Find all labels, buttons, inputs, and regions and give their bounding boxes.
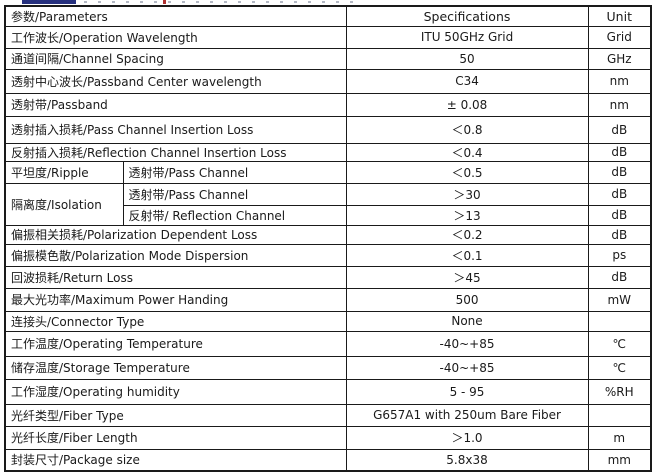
unit-cell: dB [587,142,652,162]
spec-value-cell: ＞13 [345,204,589,226]
param-label-cell: 透射中心波长/Passband Center wavelength [4,68,347,94]
table-row-ripple: 平坦度/Ripple 透射带/Pass Channel ＜0.5 dB [4,160,652,184]
table-row: 回波损耗/Return Loss ＞45 dB [4,265,652,289]
table-row-isolation-1: 隔离度/Isolation 透射带/Pass Channel ＞30 dB [4,182,652,226]
param-label-cell: 光纤长度/Fiber Length [4,425,347,450]
clipped-mark-fragment [163,0,166,4]
unit-cell: dB [587,265,652,289]
unit-cell: dB [587,160,652,184]
unit-header: Unit [587,5,652,27]
spec-value-cell: ＜0.5 [345,160,589,184]
unit-cell: dB [587,182,652,206]
sub-param-cell: 反射带/ Reflection Channel [122,204,347,226]
clipped-link-fragment [22,0,76,4]
unit-cell: ps [587,243,652,267]
group-label-cell: 隔离度/Isolation [4,182,124,226]
table-row: 透射中心波长/Passband Center wavelength C34 nm [4,68,652,94]
unit-cell: dB [587,115,652,144]
param-label-cell: 光纤类型/Fiber Type [4,403,347,427]
spec-value-cell: 50 [345,47,589,70]
sub-param-cell: 透射带/Pass Channel [122,160,347,184]
unit-cell: dB [587,204,652,226]
table-row: 连接头/Connector Type None [4,310,652,332]
param-label-cell: 连接头/Connector Type [4,310,347,332]
spec-value-cell: ＞30 [345,182,589,206]
table-row: 通道间隔/Channel Spacing 50 GHz [4,47,652,70]
sub-param-cell: 透射带/Pass Channel [122,182,347,206]
spec-value-cell: 500 [345,287,589,312]
spec-value-cell: ＞45 [345,265,589,289]
param-label-cell: 反射插入损耗/Reflection Channel Insertion Loss [4,142,347,162]
unit-cell: m [587,425,652,450]
table-row: 反射插入损耗/Reflection Channel Insertion Loss… [4,142,652,162]
unit-cell: Grid [587,25,652,49]
param-label-cell: 封装尺寸/Package size [4,448,347,472]
unit-cell [587,310,652,332]
group-label-cell: 平坦度/Ripple [4,160,124,184]
table-row: 透射带/Passband ± 0.08 nm [4,92,652,117]
table-row: 光纤类型/Fiber Type G657A1 with 250um Bare F… [4,403,652,427]
table-row: 储存温度/Storage Temperature -40~+85 ℃ [4,355,652,380]
table-row: 工作波长/Operation Wavelength ITU 50GHz Grid… [4,25,652,49]
specifications-table: 参数/Parameters Specifications Unit 工作波长/O… [4,5,652,472]
spec-value-cell: ＞1.0 [345,425,589,450]
spec-value-cell: None [345,310,589,332]
table-row: 透射插入损耗/Pass Channel Insertion Loss ＜0.8 … [4,115,652,144]
unit-cell: nm [587,68,652,94]
unit-cell: %RH [587,378,652,405]
spec-value-cell: ＜0.8 [345,115,589,144]
specifications-header: Specifications [345,5,589,27]
unit-cell [587,403,652,427]
spec-value-cell: 5 - 95 [345,378,589,405]
clipped-heading-remnant [0,0,652,4]
param-label-cell: 最大光功率/Maximum Power Handing [4,287,347,312]
unit-cell: GHz [587,47,652,70]
param-label-cell: 透射插入损耗/Pass Channel Insertion Loss [4,115,347,144]
unit-cell: mW [587,287,652,312]
table-row: 封装尺寸/Package size 5.8x38 mm [4,448,652,472]
table-row: 工作温度/Operating Temperature -40~+85 ℃ [4,330,652,357]
unit-cell: ℃ [587,330,652,357]
param-label-cell: 工作温度/Operating Temperature [4,330,347,357]
spec-value-cell: ITU 50GHz Grid [345,25,589,49]
param-label-cell: 偏振模色散/Polarization Mode Dispersion [4,243,347,267]
spec-value-cell: ＜0.4 [345,142,589,162]
param-label-cell: 透射带/Passband [4,92,347,117]
param-label-cell: 工作湿度/Operating humidity [4,378,347,405]
param-label-cell: 回波损耗/Return Loss [4,265,347,289]
param-label-cell: 通道间隔/Channel Spacing [4,47,347,70]
param-label-cell: 储存温度/Storage Temperature [4,355,347,380]
spec-value-cell: ＜0.1 [345,243,589,267]
clipped-text-fragment [84,1,364,3]
unit-cell: dB [587,224,652,245]
table-header-row: 参数/Parameters Specifications Unit [4,5,652,27]
table-row: 最大光功率/Maximum Power Handing 500 mW [4,287,652,312]
spec-value-cell: ± 0.08 [345,92,589,117]
unit-cell: nm [587,92,652,117]
table-row: 光纤长度/Fiber Length ＞1.0 m [4,425,652,450]
unit-cell: ℃ [587,355,652,380]
spec-value-cell: G657A1 with 250um Bare Fiber [345,403,589,427]
param-label-cell: 工作波长/Operation Wavelength [4,25,347,49]
table-row: 偏振模色散/Polarization Mode Dispersion ＜0.1 … [4,243,652,267]
spec-value-cell: ＜0.2 [345,224,589,245]
param-label-cell: 偏振相关损耗/Polarization Dependent Loss [4,224,347,245]
spec-value-cell: -40~+85 [345,355,589,380]
spec-value-cell: C34 [345,68,589,94]
spec-value-cell: -40~+85 [345,330,589,357]
spec-value-cell: 5.8x38 [345,448,589,472]
table-row: 工作湿度/Operating humidity 5 - 95 %RH [4,378,652,405]
parameters-header: 参数/Parameters [4,5,347,27]
table-row: 偏振相关损耗/Polarization Dependent Loss ＜0.2 … [4,224,652,245]
unit-cell: mm [587,448,652,472]
